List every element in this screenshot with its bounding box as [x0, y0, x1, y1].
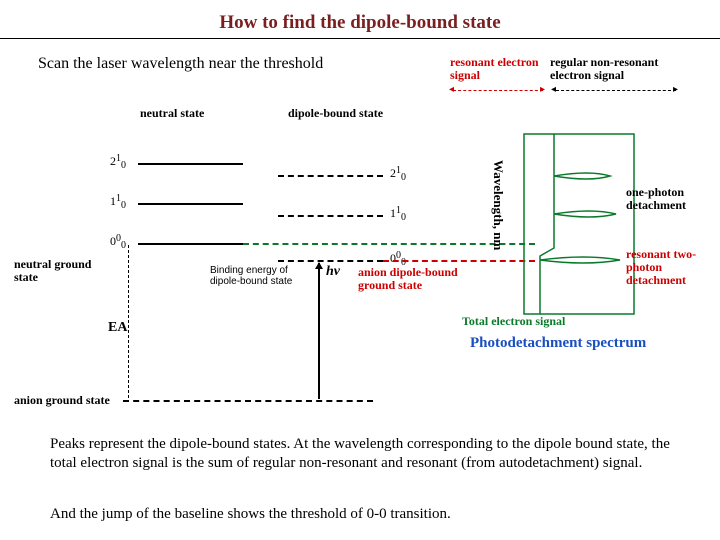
neutral-level [138, 203, 243, 205]
neutral-level [138, 163, 243, 165]
anion-dbs-ground-label: anion dipole-bound ground state [358, 266, 463, 292]
dbs-label: dipole-bound state [288, 107, 383, 120]
one-photon-label: one-photon detachment [626, 186, 716, 212]
two-photon-label: resonant two-photon detachment [626, 248, 720, 288]
resonant-signal-label: resonant electron signal [450, 56, 545, 82]
binding-energy-label: Binding energy of dipole-bound state [210, 265, 295, 287]
title-divider [0, 38, 720, 39]
page-title: How to find the dipole-bound state [0, 12, 720, 34]
level-label: 000 [390, 252, 406, 265]
neutral-level [138, 243, 243, 245]
arrow-left-icon: ◂ [551, 85, 556, 95]
hv-label: hν [326, 264, 340, 279]
dbs-level [278, 175, 383, 177]
anion-ground-state-label: anion ground state [14, 394, 110, 407]
spectrum-trace-icon [520, 130, 670, 330]
dbs-level [278, 215, 383, 217]
neutral-state-label: neutral state [140, 107, 204, 120]
photon-arrow-icon [318, 263, 320, 399]
ea-label: EA [108, 320, 127, 335]
nonresonant-signal-label: regular non-resonant electron signal [550, 56, 680, 82]
arrow-right-icon: ▸ [673, 85, 678, 95]
neutral-ground-state-label: neutral ground state [14, 258, 114, 284]
level-label: 210 [110, 155, 126, 168]
level-label: 110 [110, 195, 126, 208]
scan-subtitle: Scan the laser wavelength near the thres… [38, 55, 323, 73]
dbs-level [278, 260, 383, 262]
body-para-1: Peaks represent the dipole-bound states.… [50, 435, 680, 473]
wavelength-axis-label: Wavelength, nm [490, 160, 506, 250]
ea-bracket [128, 245, 129, 398]
arrow-right-icon: ▸ [540, 85, 545, 95]
level-label: 210 [390, 167, 406, 180]
level-label: 000 [110, 235, 126, 248]
anion-ground-line [123, 400, 373, 402]
level-label: 110 [390, 207, 406, 220]
spectrum-plot: Wavelength, nm [490, 115, 685, 355]
body-para-2: And the jump of the baseline shows the t… [50, 505, 680, 524]
arrow-left-icon: ◂ [449, 85, 454, 95]
